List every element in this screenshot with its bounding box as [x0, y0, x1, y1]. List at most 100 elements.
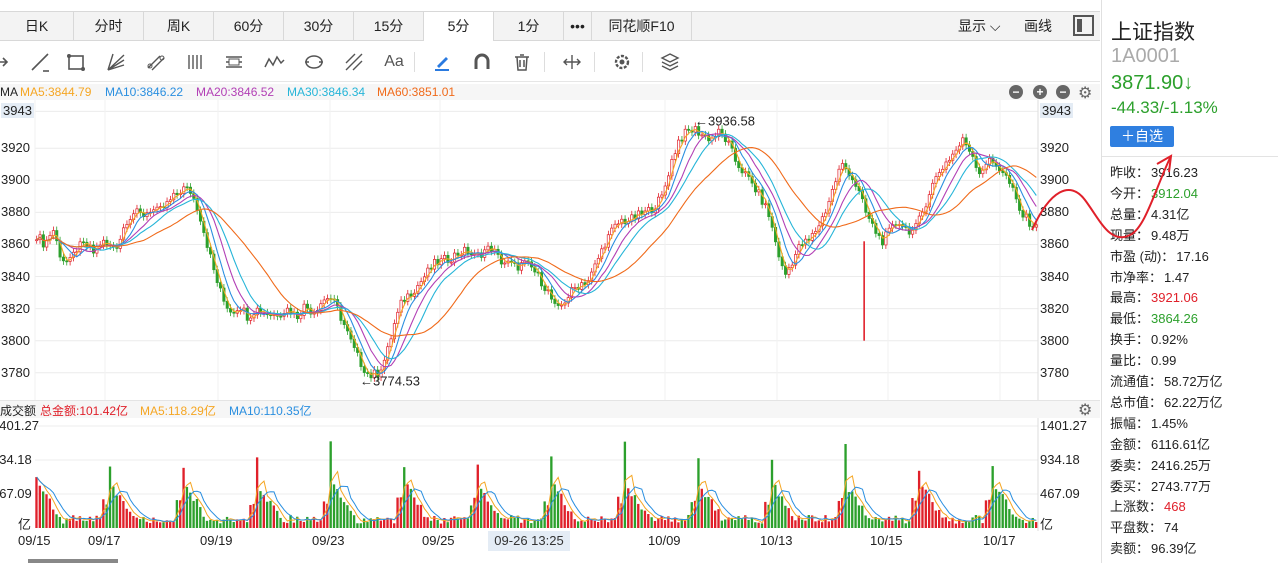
channel-tool-icon[interactable]	[142, 48, 170, 76]
volume-bar	[466, 518, 469, 528]
y-tick-label-left: 3880	[1, 204, 30, 220]
y-tick-label-right: 3820	[1040, 300, 1069, 316]
rectangle-tool-icon[interactable]	[62, 48, 90, 76]
candle-body	[366, 372, 370, 374]
volume-bar	[182, 467, 185, 528]
volume-bar	[366, 522, 369, 528]
volume-bar	[861, 505, 864, 528]
x-tick-label: 09/25	[422, 533, 455, 548]
tab-5[interactable]: 15分	[354, 12, 424, 41]
volume-bar	[854, 496, 857, 528]
stat-label: 最高：	[1110, 290, 1150, 306]
volume-bar	[810, 515, 814, 528]
volume-ma10-line	[36, 476, 1037, 523]
wave-tool-icon[interactable]	[260, 48, 288, 76]
measure-tool-icon[interactable]	[558, 48, 586, 76]
candle-body	[727, 140, 731, 143]
tab-4[interactable]: 30分	[284, 12, 354, 41]
text-tool-icon[interactable]: Aa	[384, 53, 404, 70]
line-tool-icon[interactable]	[26, 48, 54, 76]
tab-6[interactable]: 5分	[424, 12, 494, 41]
candle-body	[486, 245, 490, 251]
volume-bar	[222, 519, 225, 528]
brush-tool-icon[interactable]	[428, 48, 456, 76]
volume-bar	[463, 517, 466, 528]
volume-bar	[510, 515, 513, 528]
x-tick-label: 10/09	[648, 533, 681, 548]
volume-bar	[262, 494, 265, 528]
volume-bar	[560, 493, 563, 528]
tab-3[interactable]: 60分	[214, 12, 284, 41]
volume-bar	[409, 488, 413, 528]
volume-bar	[600, 516, 603, 528]
volume-bar	[1031, 517, 1034, 528]
candle-body	[763, 203, 768, 206]
stat-label: 上涨数：	[1110, 499, 1163, 515]
volume-bar	[894, 515, 897, 528]
volume-bar	[299, 520, 302, 528]
tab-0[interactable]: 日K	[0, 12, 74, 41]
ma60-line	[36, 147, 1037, 337]
trash-icon[interactable]	[508, 48, 536, 76]
stat-row: 卖额： 96.39亿	[1110, 538, 1197, 557]
volume-bar	[362, 518, 366, 528]
draw-line-button[interactable]: 画线	[1024, 18, 1052, 34]
toolbar-divider	[544, 52, 545, 72]
volume-bar	[506, 519, 510, 528]
cycle-tool-icon[interactable]	[300, 48, 328, 76]
volume-bar	[169, 521, 172, 528]
candle-body	[677, 139, 681, 154]
zoom-in-icon[interactable]: +	[1033, 85, 1047, 99]
tab-8[interactable]: •••	[564, 12, 592, 41]
candle-body	[61, 256, 65, 262]
chart-settings-gear-icon[interactable]: ⚙	[1078, 85, 1093, 102]
price-chart[interactable]: ←3936.58 ←3774.53	[0, 100, 1100, 400]
candle-body	[225, 300, 229, 309]
candle-body	[613, 223, 617, 229]
volume-bar	[610, 518, 613, 528]
fib-tool-icon[interactable]	[340, 48, 368, 76]
volume-bar	[891, 520, 894, 528]
candle-body	[820, 216, 824, 227]
volume-bar	[145, 521, 148, 528]
settings-gear-icon[interactable]	[608, 48, 636, 76]
tab-7[interactable]: 1分	[494, 12, 564, 41]
volume-bar	[730, 517, 734, 528]
candle-body	[887, 227, 891, 233]
y-tick-label-right: 3900	[1040, 172, 1069, 188]
volume-bar	[202, 516, 205, 528]
candle-body	[944, 161, 948, 170]
candle-body	[884, 231, 888, 246]
candle-body	[543, 285, 547, 291]
volume-bar	[994, 489, 998, 528]
tab-2[interactable]: 周K	[144, 12, 214, 41]
volume-bar	[563, 505, 566, 528]
volume-chart[interactable]	[0, 418, 1100, 531]
display-menu[interactable]: 显示 ⌵	[958, 12, 1001, 41]
tab-1[interactable]: 分时	[74, 12, 144, 41]
price-change: -44.33/-1.13%	[1111, 98, 1218, 117]
volume-bar	[453, 516, 456, 528]
volume-bar	[907, 521, 911, 528]
fan-tool-icon[interactable]	[102, 48, 130, 76]
vertical-lines-icon[interactable]	[182, 48, 210, 76]
horizontal-text-icon[interactable]	[220, 48, 248, 76]
tab-9[interactable]: 同花顺F10	[592, 12, 692, 41]
layers-icon[interactable]	[656, 48, 684, 76]
scroll-indicator[interactable]	[28, 559, 118, 563]
volume-settings-gear-icon[interactable]: ⚙	[1078, 402, 1093, 419]
magnet-tool-icon[interactable]	[468, 48, 496, 76]
stat-row: 总量： 4.31亿	[1110, 204, 1189, 223]
candle-body	[309, 307, 313, 315]
candle-body	[737, 161, 741, 169]
arrow-tool-icon[interactable]	[0, 48, 20, 76]
candle-body	[125, 224, 129, 229]
zoom-out-icon[interactable]: −	[1009, 85, 1023, 99]
add-watchlist-button[interactable]: ＋自选	[1110, 126, 1174, 147]
volume-bar	[369, 518, 372, 528]
candle-body	[620, 218, 624, 225]
stat-value: 0.92%	[1151, 332, 1188, 348]
panel-toggle-icon[interactable]	[1073, 15, 1094, 36]
collapse-icon[interactable]: −	[1056, 85, 1070, 99]
ma20-line	[36, 133, 1037, 368]
